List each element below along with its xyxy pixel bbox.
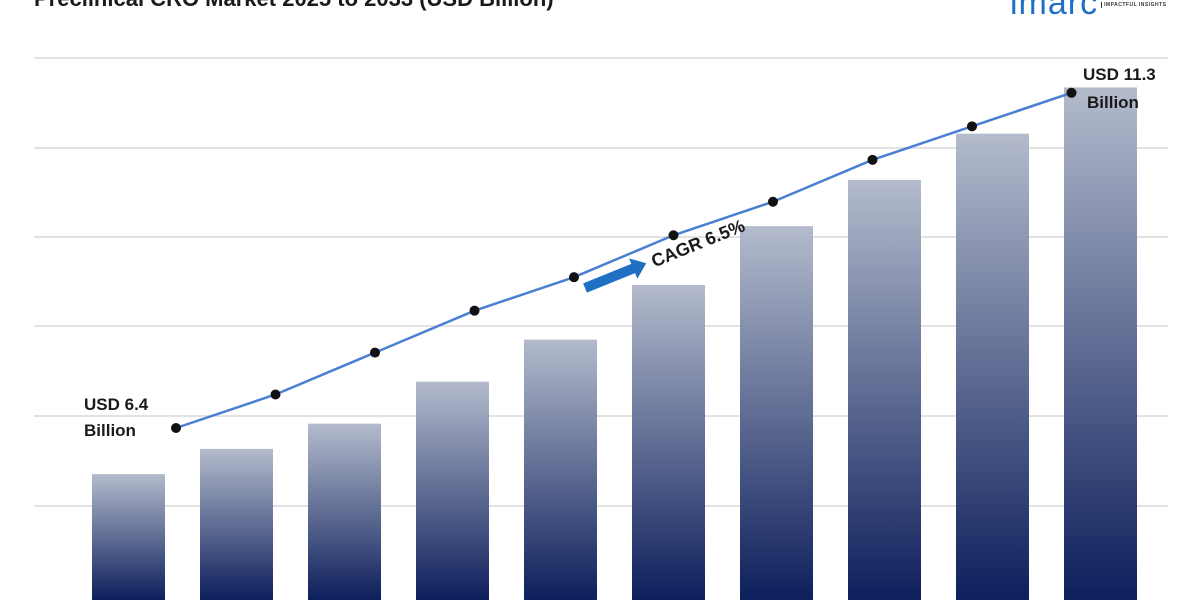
bar-8	[848, 179, 921, 600]
trend-point-1	[171, 423, 181, 433]
trend-point-3	[370, 347, 380, 358]
trend-point-7	[768, 196, 778, 207]
trend-point-9	[967, 121, 977, 132]
bar-9	[956, 133, 1029, 600]
trend-line-group	[171, 87, 1077, 433]
start-unit-label: Billion	[84, 421, 136, 440]
bar-4	[416, 381, 489, 600]
trend-point-5	[569, 272, 579, 283]
trend-point-10	[1066, 87, 1077, 98]
trend-point-6	[668, 230, 679, 241]
end-unit-label: Billion	[1087, 93, 1139, 112]
chart-title: Preclinical CRO Market 2025 to 2033 (USD…	[34, 0, 554, 12]
trend-point-8	[867, 154, 878, 165]
logo-subtext: IMPACTFUL INSIGHTS	[1101, 2, 1166, 8]
bar-10	[1064, 87, 1137, 600]
end-value-label: USD 11.3	[1083, 65, 1156, 84]
start-value-label: USD 6.4	[84, 395, 149, 414]
imarc-logo: imarc IMPACTFUL INSIGHTS	[1010, 0, 1167, 20]
bars-group	[92, 87, 1137, 600]
cagr-arrow-icon	[583, 258, 647, 293]
bar-7	[740, 226, 813, 600]
trend-point-2	[270, 389, 281, 400]
bar-5	[524, 339, 597, 600]
bar-2	[200, 448, 273, 600]
logo-word: imarc	[1010, 0, 1099, 22]
bar-6	[632, 284, 705, 600]
trend-point-4	[469, 305, 480, 316]
bar-3	[308, 423, 381, 600]
trend-line	[175, 91, 1072, 430]
bar-1	[92, 474, 165, 600]
cagr-label: CAGR 6.5%	[648, 216, 747, 272]
